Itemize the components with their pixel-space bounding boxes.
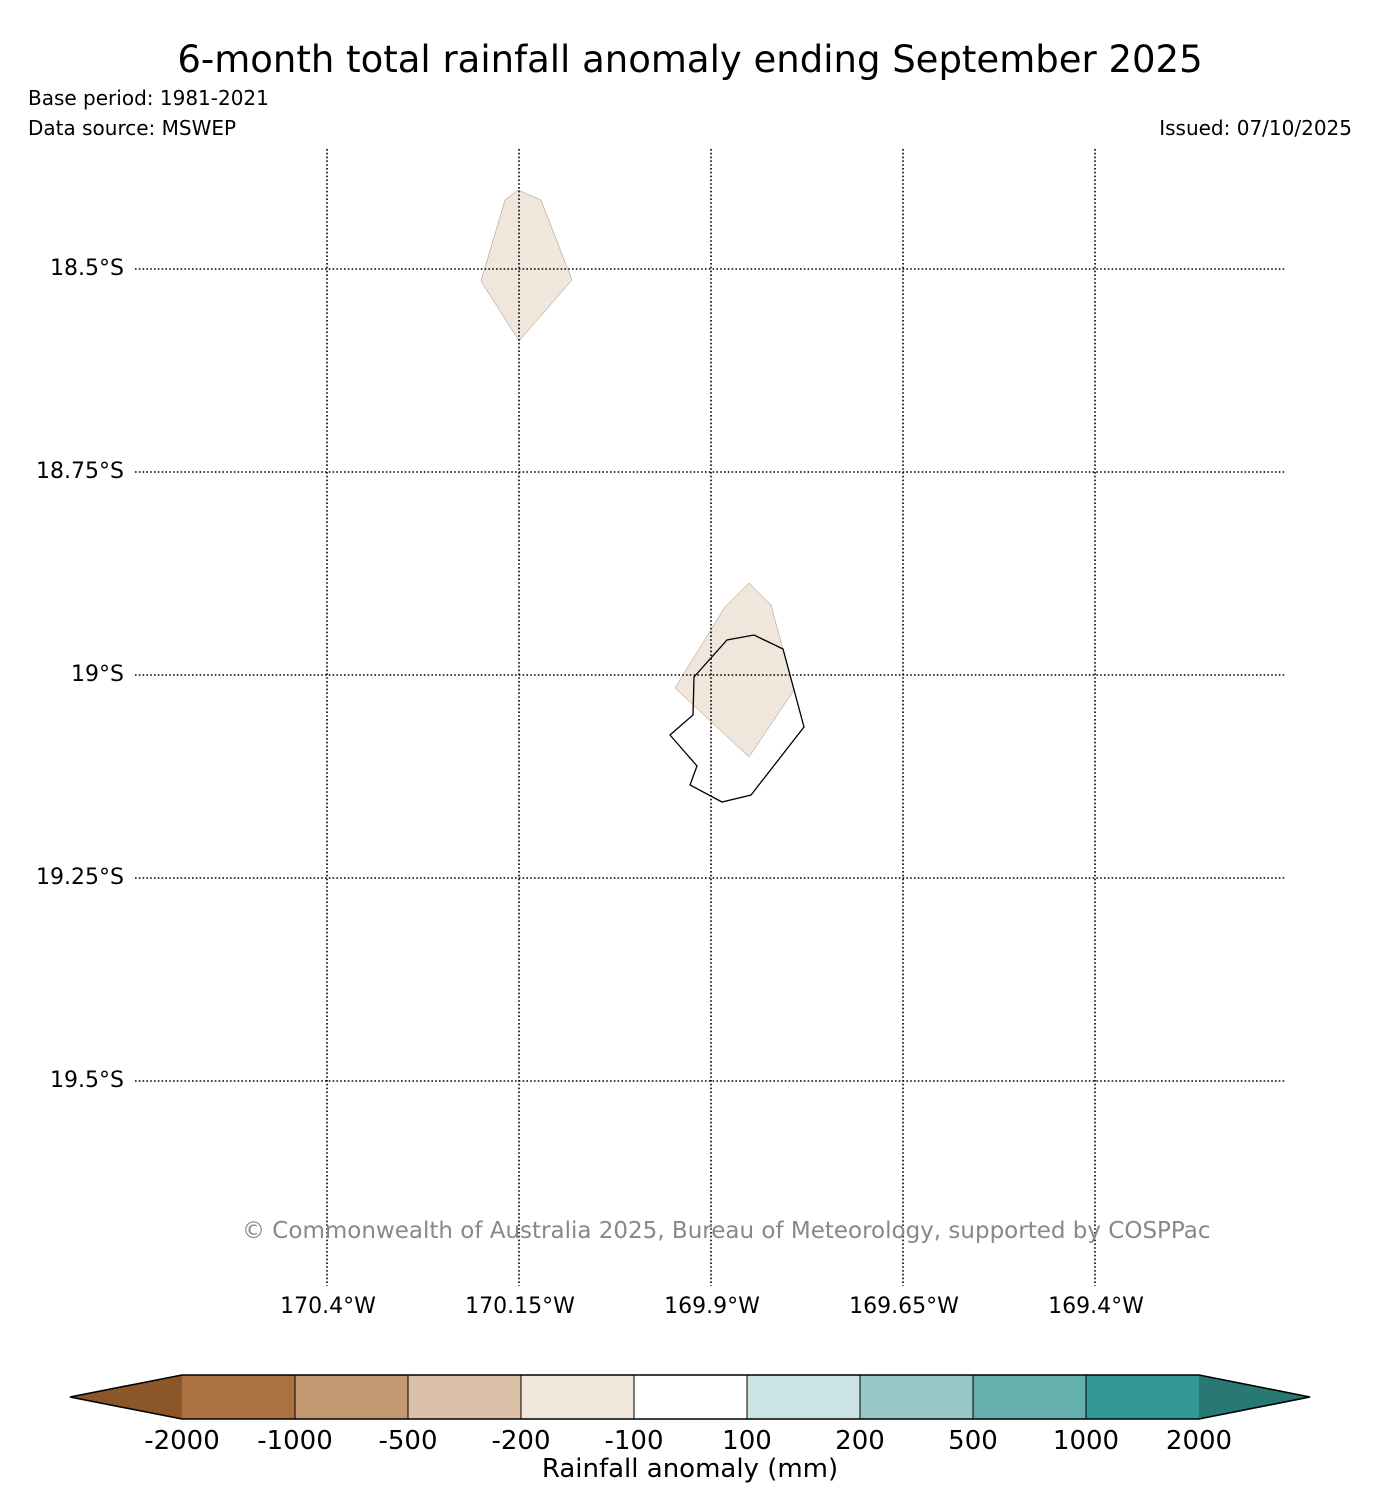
colorbar-tick-label: 500: [948, 1426, 998, 1456]
anomaly-patch-north: [480, 189, 573, 342]
colorbar-tick-label: -2000: [144, 1426, 220, 1456]
colorbar: [69, 1374, 1311, 1420]
colorbar-tick-label: 200: [835, 1426, 885, 1456]
lat-label: 18.5°S: [50, 256, 124, 281]
colorbar-segment: [182, 1375, 295, 1419]
colorbar-extend-high: [1199, 1375, 1310, 1419]
colorbar-tick-label: -200: [491, 1426, 551, 1456]
base-period: Base period: 1981-2021: [28, 86, 269, 110]
lon-label: 169.4°W: [1048, 1294, 1144, 1319]
lat-label: 19.5°S: [50, 1068, 124, 1093]
colorbar-outline: [69, 1374, 1311, 1420]
colorbar-segment: [408, 1375, 521, 1419]
lon-label: 169.65°W: [849, 1294, 959, 1319]
colorbar-title: Rainfall anomaly (mm): [541, 1454, 839, 1484]
colorbar-segment: [973, 1375, 1086, 1419]
map-title: 6-month total rainfall anomaly ending Se…: [177, 38, 1203, 81]
lon-label: 169.9°W: [664, 1294, 760, 1319]
issued-date: Issued: 07/10/2025: [1159, 116, 1352, 140]
lon-label: 170.15°W: [465, 1294, 575, 1319]
colorbar-tick-label: -500: [378, 1426, 438, 1456]
colorbar-extend-low: [70, 1375, 182, 1419]
colorbar-tick-label: 2000: [1165, 1426, 1233, 1456]
lat-label: 19°S: [71, 662, 124, 687]
colorbar-segment: [295, 1375, 408, 1419]
colorbar-segment: [634, 1375, 747, 1419]
copyright-notice: © Commonwealth of Australia 2025, Bureau…: [242, 1218, 1211, 1244]
colorbar-tick-label: -100: [604, 1426, 664, 1456]
lon-label: 170.4°W: [280, 1294, 376, 1319]
colorbar-segment: [747, 1375, 860, 1419]
longitude-gridlines: [326, 149, 1096, 1286]
data-source: Data source: MSWEP: [28, 116, 237, 140]
colorbar-tick-label: 1000: [1052, 1426, 1120, 1456]
colorbar-segment: [860, 1375, 973, 1419]
lat-label: 19.25°S: [36, 865, 124, 890]
anomaly-patches: [480, 189, 795, 758]
latitude-gridlines: [135, 268, 1286, 1082]
colorbar-tick-label: -1000: [257, 1426, 333, 1456]
lat-label: 18.75°S: [36, 459, 124, 484]
colorbar-segment: [521, 1375, 634, 1419]
colorbar-segment: [1086, 1375, 1199, 1419]
niue-coastline: [669, 634, 805, 803]
colorbar-tick-label: 100: [722, 1426, 772, 1456]
anomaly-patch-niue: [674, 582, 795, 758]
